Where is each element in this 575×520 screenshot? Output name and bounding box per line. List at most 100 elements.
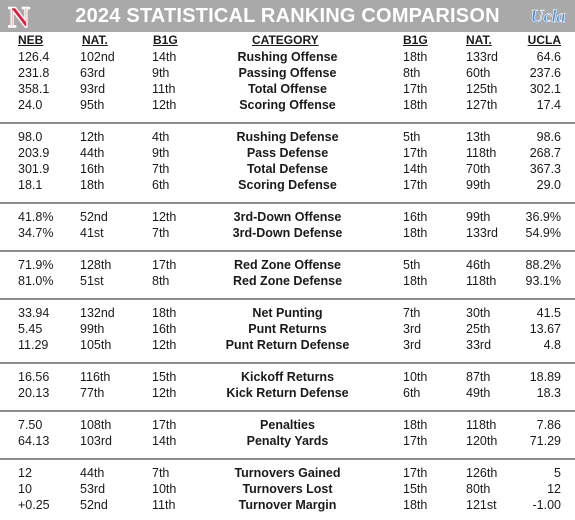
neb-b1g-rank: 11th	[152, 82, 176, 96]
ucla-national-rank: 13th	[466, 130, 491, 144]
ucla-national-rank: 126th	[466, 466, 498, 480]
stat-group: 16.56 116th 15th Kickoff Returns 10th 87th 18.…	[0, 369, 575, 401]
ucla-national-rank: 118th	[466, 274, 497, 288]
ucla-national-rank: 121st	[466, 498, 497, 512]
ucla-value: 7.86	[536, 418, 561, 432]
stat-row: 71.9% 128th 17th Red Zone Offense 5th 46th 88.…	[0, 257, 575, 273]
ucla-value: 367.3	[529, 162, 561, 176]
ucla-logo: Ucla	[530, 6, 566, 27]
header-ucla-nat: NAT.	[466, 33, 492, 47]
group-divider	[0, 122, 575, 124]
neb-value: 12	[18, 466, 32, 480]
category-label: Turnovers Lost	[242, 482, 333, 496]
neb-b1g-rank: 12th	[152, 386, 177, 400]
neb-national-rank: 116th	[80, 370, 111, 384]
ucla-national-rank: 125th	[466, 82, 498, 96]
category-label: Punt Returns	[248, 322, 327, 336]
stat-row: 10 53rd 10th Turnovers Lost 15th 80th 12	[0, 481, 575, 497]
stat-row: 33.94 132nd 18th Net Punting 7th 30th 41.5	[0, 305, 575, 321]
category-label: Scoring Defense	[238, 178, 337, 192]
ucla-b1g-rank: 18th	[403, 418, 428, 432]
group-divider	[0, 458, 575, 460]
header-neb: NEB	[18, 33, 44, 47]
stat-group: 41.8% 52nd 12th 3rd-Down Offense 16th 99th 36.…	[0, 209, 575, 241]
ucla-b1g-rank: 17th	[403, 146, 428, 160]
neb-b1g-rank: 14th	[152, 434, 177, 448]
neb-b1g-rank: 11th	[152, 498, 176, 512]
ucla-national-rank: 25th	[466, 322, 491, 336]
stat-row: 126.4 102nd 14th Rushing Offense 18th 133rd 64…	[0, 49, 575, 65]
neb-national-rank: 53rd	[80, 482, 106, 496]
stat-row: 20.13 77th 12th Kick Return Defense 6th 49th 1…	[0, 385, 575, 401]
ucla-b1g-rank: 18th	[403, 274, 428, 288]
category-label: Penalty Yards	[246, 434, 329, 448]
stat-group: 12 44th 7th Turnovers Gained 17th 126th 5 10 53r…	[0, 465, 575, 513]
neb-b1g-rank: 16th	[152, 322, 177, 336]
category-label: Net Punting	[252, 306, 323, 320]
ucla-b1g-rank: 18th	[403, 98, 428, 112]
ucla-value: 5	[554, 466, 561, 480]
neb-b1g-rank: 6th	[152, 178, 170, 192]
nebraska-logo-letter: N	[8, 2, 30, 30]
neb-value: 11.29	[18, 338, 49, 352]
ucla-b1g-rank: 16th	[403, 210, 428, 224]
ucla-national-rank: 133rd	[466, 226, 498, 240]
stat-row: 41.8% 52nd 12th 3rd-Down Offense 16th 99th 36.…	[0, 209, 575, 225]
neb-b1g-rank: 12th	[152, 98, 177, 112]
ucla-value: 93.1%	[525, 274, 561, 288]
neb-b1g-rank: 8th	[152, 274, 170, 288]
ucla-value: 54.9%	[525, 226, 561, 240]
neb-value: 203.9	[18, 146, 50, 160]
ucla-value: 98.6	[536, 130, 561, 144]
ucla-value: 18.3	[536, 386, 561, 400]
ucla-value: 237.6	[529, 66, 561, 80]
stat-group: 7.50 108th 17th Penalties 18th 118th 7.86 64.13…	[0, 417, 575, 449]
ucla-b1g-rank: 17th	[403, 434, 428, 448]
ucla-b1g-rank: 3rd	[403, 322, 422, 336]
neb-value: 10	[18, 482, 32, 496]
title-bar	[0, 0, 575, 32]
neb-national-rank: 102nd	[80, 50, 115, 64]
category-label: Penalties	[260, 418, 315, 432]
stat-row: 81.0% 51st 8th Red Zone Defense 18th 118th 93.…	[0, 273, 575, 289]
group-divider	[0, 298, 575, 300]
ucla-national-rank: 118th	[466, 146, 497, 160]
neb-value: 231.8	[18, 66, 50, 80]
neb-b1g-rank: 12th	[152, 338, 177, 352]
neb-b1g-rank: 12th	[152, 210, 177, 224]
stat-row: 358.1 93rd 11th Total Offense 17th 125th 302.1	[0, 81, 575, 97]
neb-value: 126.4	[18, 50, 50, 64]
neb-national-rank: 93rd	[80, 82, 106, 96]
neb-b1g-rank: 4th	[152, 130, 170, 144]
header-neb-b1g: B1G	[153, 33, 178, 47]
category-label: Passing Offense	[238, 66, 337, 80]
neb-value: 5.45	[18, 322, 43, 336]
ucla-value: 64.6	[536, 50, 561, 64]
stat-row: 12 44th 7th Turnovers Gained 17th 126th 5	[0, 465, 575, 481]
neb-b1g-rank: 9th	[152, 66, 170, 80]
ucla-b1g-rank: 5th	[403, 258, 421, 272]
neb-national-rank: 16th	[80, 162, 105, 176]
neb-national-rank: 132nd	[80, 306, 115, 320]
ucla-national-rank: 49th	[466, 386, 491, 400]
neb-value: 358.1	[18, 82, 50, 96]
ucla-b1g-rank: 18th	[403, 226, 428, 240]
ucla-value: 268.7	[529, 146, 561, 160]
neb-value: 16.56	[18, 370, 50, 384]
group-divider	[0, 362, 575, 364]
ucla-value: 18.89	[529, 370, 561, 384]
neb-national-rank: 44th	[80, 146, 105, 160]
stat-row: 231.8 63rd 9th Passing Offense 8th 60th 237.6	[0, 65, 575, 81]
stat-row: 34.7% 41st 7th 3rd-Down Defense 18th 133rd 54.…	[0, 225, 575, 241]
ucla-logo-text: Ucla	[531, 6, 566, 26]
neb-national-rank: 77th	[80, 386, 105, 400]
ucla-national-rank: 80th	[466, 482, 491, 496]
category-label: Kickoff Returns	[240, 370, 335, 384]
neb-b1g-rank: 15th	[152, 370, 177, 384]
neb-national-rank: 63rd	[80, 66, 106, 80]
ucla-value: 13.67	[529, 322, 561, 336]
neb-national-rank: 41st	[80, 226, 104, 240]
ucla-value: 36.9%	[525, 210, 561, 224]
neb-value: 81.0%	[18, 274, 54, 288]
